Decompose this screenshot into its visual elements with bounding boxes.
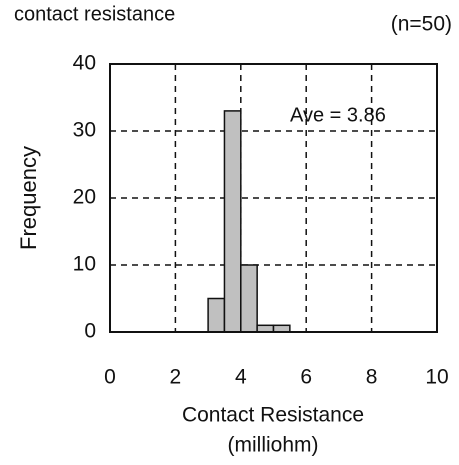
x-axis-label: (milliohm) [228, 434, 319, 457]
plot-frame [109, 63, 438, 333]
y-tick-label: 0 [84, 320, 96, 343]
bar [223, 110, 242, 333]
bar [240, 264, 258, 333]
bar [272, 324, 291, 333]
y-tick-label: 30 [73, 119, 96, 142]
bar [256, 324, 275, 333]
x-tick-label: 0 [104, 366, 116, 389]
y-tick-label: 40 [73, 52, 96, 75]
x-tick-label: 2 [170, 366, 182, 389]
x-tick-label: 10 [425, 366, 448, 389]
x-tick-label: 6 [300, 366, 312, 389]
x-tick-label: 4 [235, 366, 247, 389]
annotation: Ave = 3.86 [290, 104, 386, 126]
y-tick-label: 20 [73, 186, 96, 209]
y-axis-label: Frequency [16, 146, 41, 250]
y-tick-label: 10 [73, 253, 96, 276]
x-tick-label: 8 [366, 366, 378, 389]
chart-subtitle: (n=50) [391, 13, 452, 36]
x-axis-label: Contact Resistance [182, 404, 364, 427]
chart-title: contact resistance [14, 3, 175, 25]
bar [207, 297, 226, 333]
